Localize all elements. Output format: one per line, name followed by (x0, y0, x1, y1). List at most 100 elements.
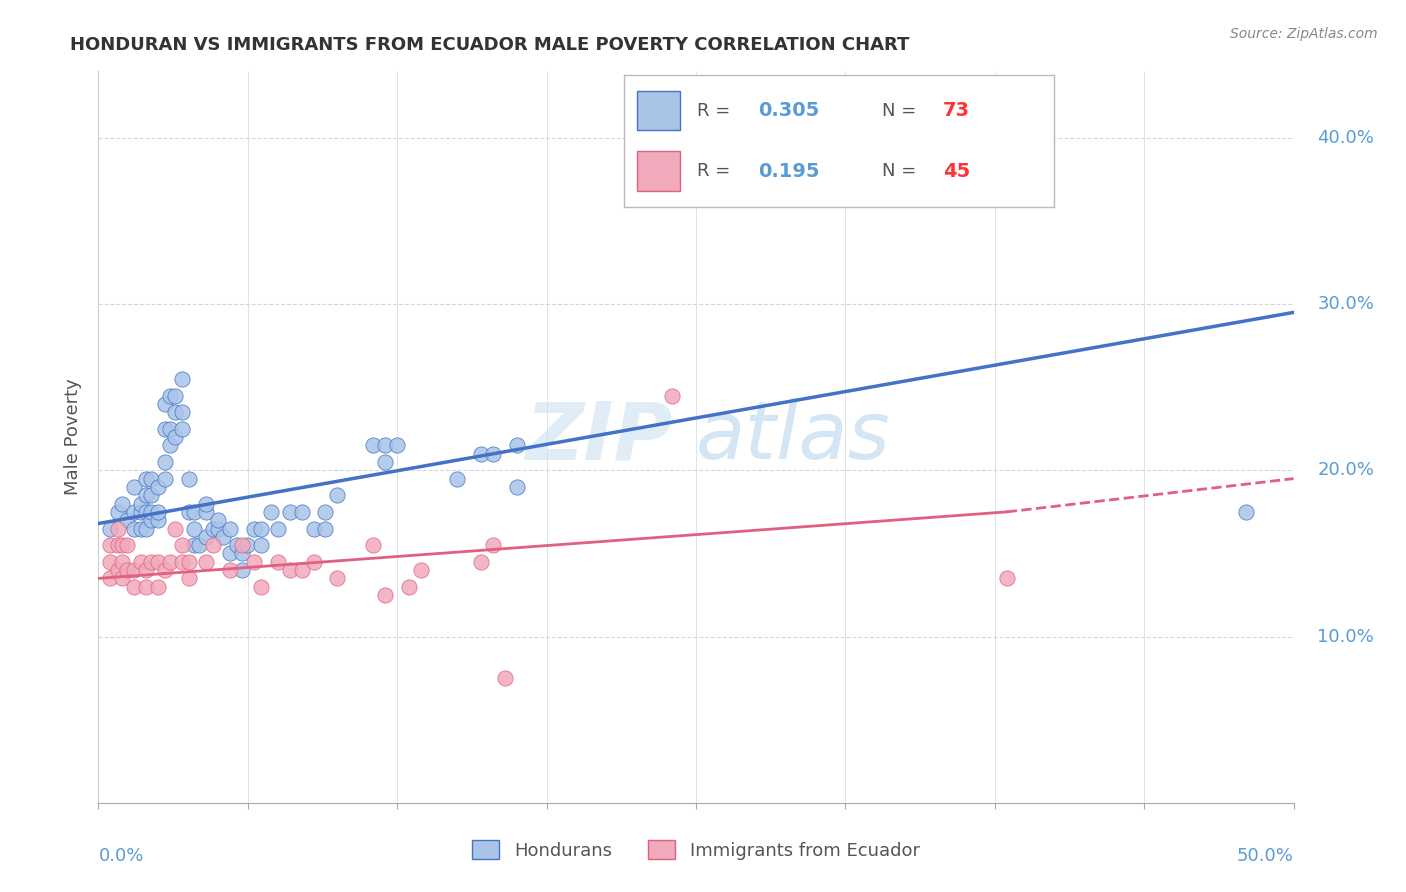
Point (111, 538, 134, 552)
Point (135, 580, 157, 594)
Text: 20.0%: 20.0% (1317, 461, 1374, 479)
Point (202, 521, 225, 535)
Text: 0.0%: 0.0% (98, 847, 143, 864)
Point (98, 521, 122, 535)
Point (326, 571, 349, 585)
Point (159, 388, 181, 402)
Point (267, 521, 290, 535)
Point (211, 530, 233, 544)
Point (124, 521, 146, 535)
Point (219, 546, 242, 560)
Point (163, 521, 186, 535)
Point (115, 538, 138, 552)
Text: 10.0%: 10.0% (1317, 628, 1374, 646)
Point (172, 405, 194, 419)
Text: ZIP: ZIP (524, 398, 672, 476)
Point (481, 447, 505, 461)
Point (111, 497, 134, 511)
Point (267, 555, 290, 569)
Point (231, 546, 253, 560)
Point (207, 521, 229, 535)
Point (470, 447, 492, 461)
Point (506, 480, 529, 494)
Point (374, 455, 396, 469)
Point (131, 521, 153, 535)
Point (135, 488, 157, 502)
Point (470, 555, 492, 569)
Point (235, 538, 257, 552)
Point (98, 571, 122, 585)
Point (107, 505, 129, 519)
Point (243, 555, 266, 569)
Point (290, 505, 312, 519)
Point (226, 538, 249, 552)
Point (131, 497, 153, 511)
Point (278, 563, 301, 577)
Point (259, 505, 281, 519)
Point (179, 505, 201, 519)
Point (250, 580, 273, 594)
Point (98, 538, 122, 552)
Point (139, 513, 162, 527)
Point (243, 521, 266, 535)
Point (183, 521, 205, 535)
Point (326, 488, 349, 502)
Point (124, 505, 146, 519)
Point (163, 405, 186, 419)
Point (194, 497, 217, 511)
Point (159, 422, 181, 436)
Point (139, 505, 162, 519)
Point (155, 455, 177, 469)
Point (139, 555, 162, 569)
Point (194, 505, 217, 519)
Point (179, 571, 201, 585)
Point (661, 388, 683, 402)
Point (107, 538, 129, 552)
Point (107, 563, 129, 577)
Point (179, 555, 201, 569)
Point (250, 538, 273, 552)
Point (131, 505, 153, 519)
Text: 0.195: 0.195 (758, 161, 820, 180)
Point (290, 563, 312, 577)
Point (231, 563, 253, 577)
Point (202, 538, 225, 552)
Point (148, 480, 170, 494)
Point (148, 513, 170, 527)
Text: 50.0%: 50.0% (1237, 847, 1294, 864)
Point (481, 538, 505, 552)
Point (135, 505, 157, 519)
Point (115, 563, 138, 577)
Text: atlas: atlas (696, 398, 891, 476)
Y-axis label: Male Poverty: Male Poverty (65, 379, 83, 495)
Point (163, 430, 186, 444)
FancyBboxPatch shape (637, 152, 681, 191)
Point (172, 422, 194, 436)
Point (155, 472, 177, 486)
Point (219, 563, 242, 577)
Point (148, 555, 170, 569)
Point (374, 438, 396, 452)
Text: 40.0%: 40.0% (1317, 128, 1374, 147)
Point (315, 505, 337, 519)
Point (231, 538, 253, 552)
Text: 30.0%: 30.0% (1317, 295, 1374, 313)
Point (155, 397, 177, 411)
Point (131, 555, 153, 569)
Point (148, 580, 170, 594)
Point (179, 472, 201, 486)
Point (172, 372, 194, 386)
Text: N =: N = (883, 102, 922, 120)
Point (172, 555, 194, 569)
Point (506, 438, 529, 452)
Point (207, 513, 229, 527)
Point (155, 563, 177, 577)
Point (139, 488, 162, 502)
Point (111, 571, 134, 585)
Point (155, 422, 177, 436)
Text: N =: N = (883, 162, 922, 180)
Point (148, 505, 170, 519)
Point (494, 671, 516, 685)
Point (135, 521, 157, 535)
Text: 0.305: 0.305 (758, 101, 818, 120)
